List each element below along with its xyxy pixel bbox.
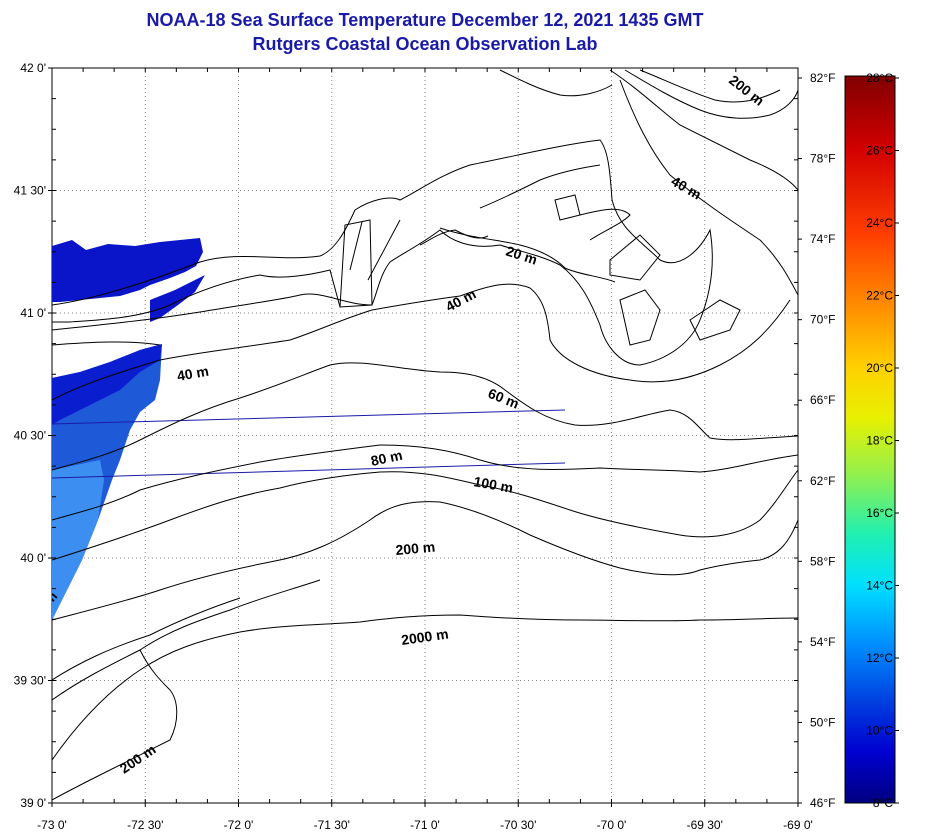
lat-tick-label: 42 0' [20,61,46,75]
lat-tick-label: 40 0' [20,551,46,565]
c-tick-label: 26°C [866,144,893,158]
f-tick-label: 66°F [810,393,835,407]
c-tick-label: 16°C [866,506,893,520]
c-tick-label: 14°C [866,579,893,593]
lat-tick-label: 39 30' [14,674,46,688]
lon-tick-label: -73 0' [37,818,67,832]
f-tick-label: 54°F [810,635,835,649]
f-tick-label: 46°F [810,796,835,810]
f-tick-label: 74°F [810,232,835,246]
lon-tick-label: -70 30' [500,818,536,832]
f-tick-label: 62°F [810,474,835,488]
lat-tick-label: 41 30' [14,184,46,198]
f-tick-label: 70°F [810,313,835,327]
lon-tick-label: -69 30' [687,818,723,832]
c-tick-label: 12°C [866,651,893,665]
c-tick-label: 10°C [866,724,893,738]
lon-tick-label: -71 0' [410,818,440,832]
lon-tick-label: -72 0' [224,818,254,832]
c-tick-label: 28°C [866,71,893,85]
c-tick-label: 18°C [866,434,893,448]
f-tick-label: 50°F [810,715,835,729]
c-tick-label: 8°C [873,796,893,810]
lon-tick-label: -71 30' [314,818,350,832]
c-tick-label: 20°C [866,361,893,375]
fahrenheit-axis: 82°F 78°F 74°F 70°F 66°F 62°F 58°F 54°F 50°F 46°F [798,71,835,810]
lat-tick-label: 40 30' [14,429,46,443]
c-tick-label: 22°C [866,289,893,303]
f-tick-label: 58°F [810,554,835,568]
c-tick-label: 24°C [866,216,893,230]
f-tick-label: 82°F [810,71,835,85]
lon-tick-label: -69 0' [783,818,813,832]
lon-tick-label: -72 30' [127,818,163,832]
lat-tick-label: 41 0' [20,306,46,320]
lon-tick-label: -70 0' [597,818,627,832]
lat-tick-label: 39 0' [20,796,46,810]
f-tick-label: 78°F [810,152,835,166]
